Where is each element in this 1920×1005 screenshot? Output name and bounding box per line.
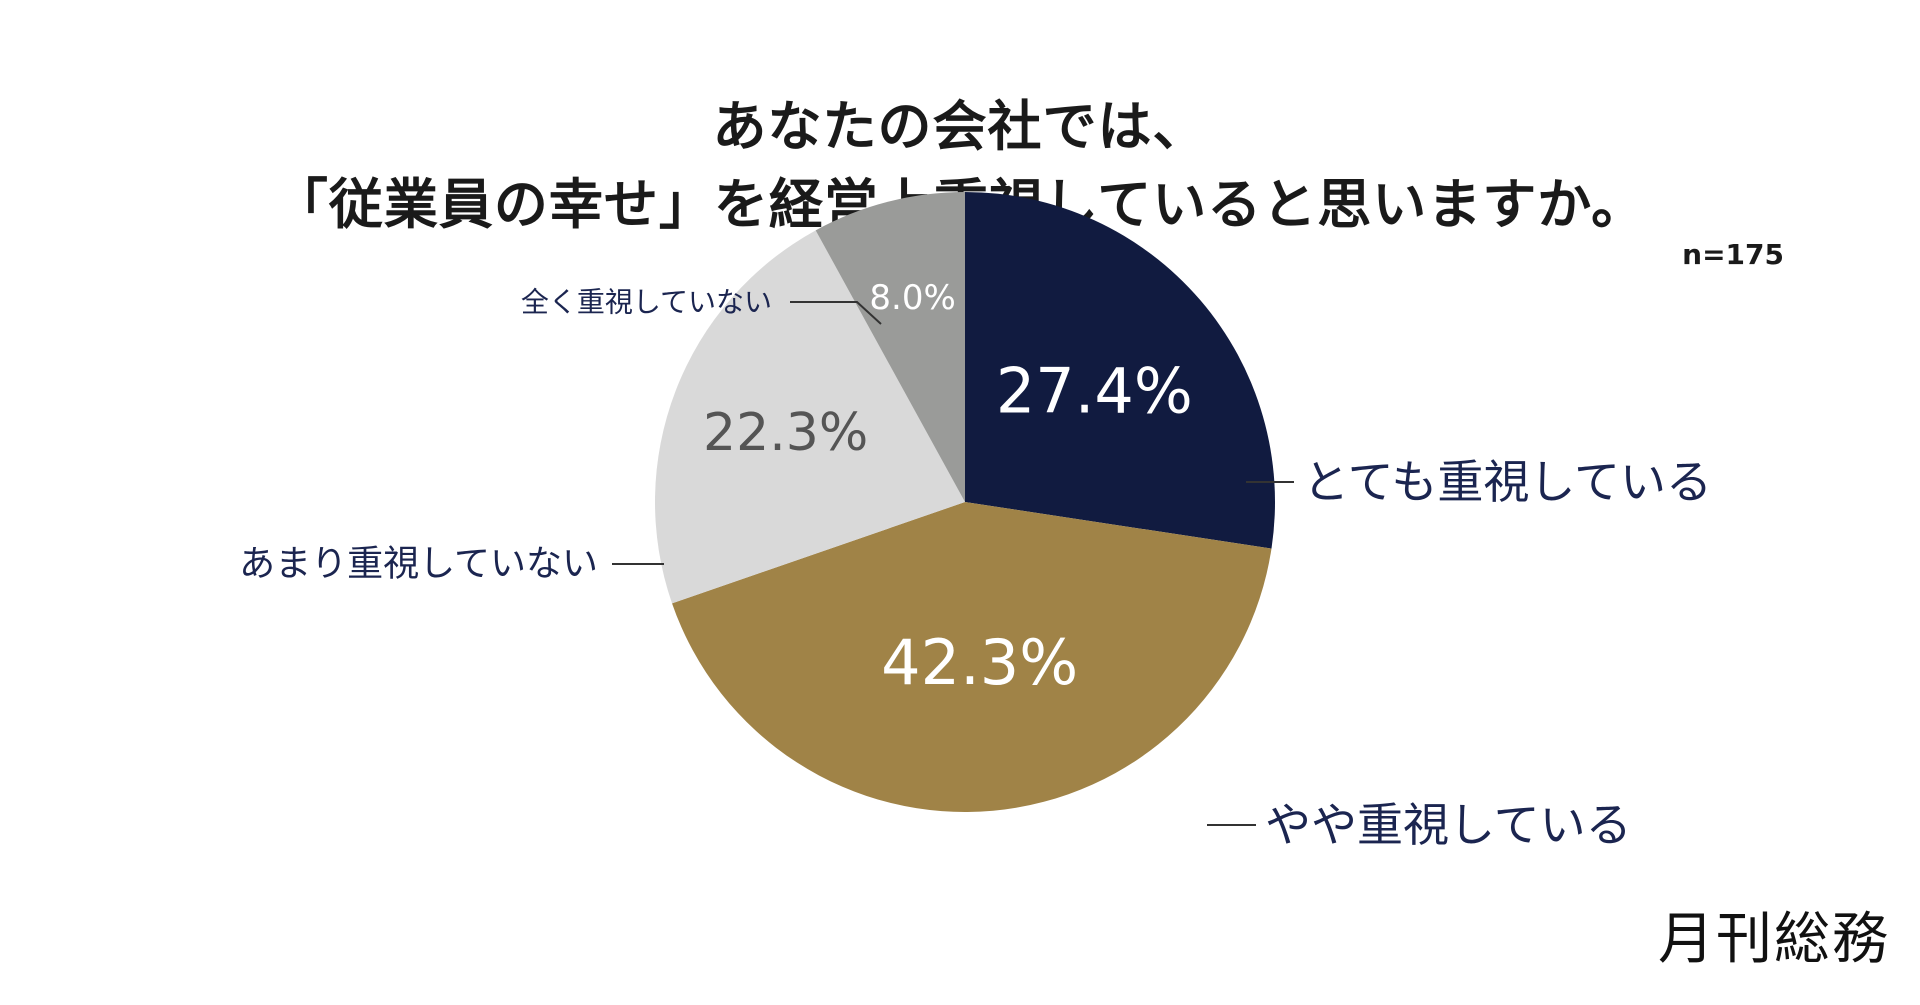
pie-slice-1 [965,192,1275,549]
slice-category-label-4: 全く重視していない [521,286,772,319]
chart-title-line-1: あなたの会社では、 [712,95,1208,158]
pie-slice-4 [815,192,965,502]
slice-category-label-2: やや重視している [1265,798,1632,852]
slice-value-label-4: 8.0% [869,278,955,318]
slice-value-label-2: 42.3% [881,626,1078,699]
slice-category-label-1: とても重視している [1303,455,1712,509]
pie-slice-3 [655,230,965,604]
pie-slice-2 [672,502,1272,812]
sample-size-label: n=175 [1682,238,1784,271]
slice-value-label-3: 22.3% [703,403,868,463]
brand-logo: 月刊総務 [1658,907,1890,972]
slice-category-label-3: あまり重視していない [239,544,598,585]
leader-line-4 [790,301,882,325]
slice-value-label-1: 27.4% [996,354,1193,427]
